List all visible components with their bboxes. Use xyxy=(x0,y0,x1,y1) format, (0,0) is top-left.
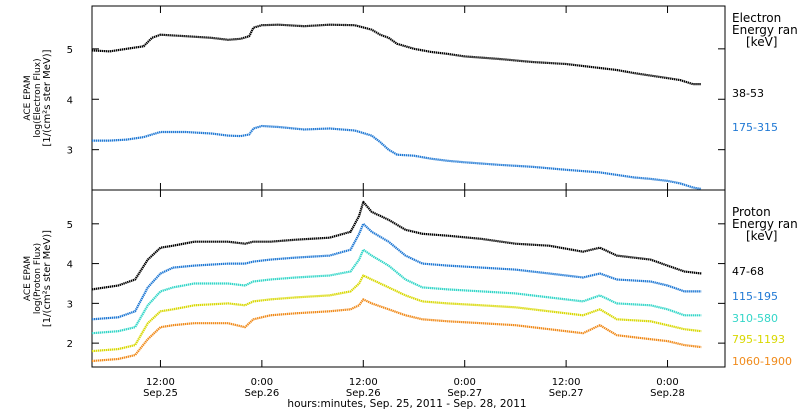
x-tick-time-3: 0:00 xyxy=(453,377,475,388)
y-tick-label-1-3: 5 xyxy=(67,220,73,231)
legend-entry-0-1: 175-315 xyxy=(732,121,778,134)
series-line-1-0 xyxy=(91,200,702,291)
legend-title-1-1: Energy ran xyxy=(732,217,798,231)
y-tick-label-1-1: 3 xyxy=(67,299,73,310)
y-axis-label-1-1: log(Proton Flux) xyxy=(33,243,43,314)
series-line-0-0 xyxy=(91,23,702,86)
series-line-1-3 xyxy=(91,274,702,353)
legend-title-1-2: [keV] xyxy=(746,229,777,243)
legend-entry-1-1: 115-195 xyxy=(732,290,778,303)
x-tick-date-0: Sep.25 xyxy=(143,388,178,399)
y-axis-label-1-0: ACE EPAM xyxy=(23,256,33,301)
x-tick-time-1: 0:00 xyxy=(251,377,273,388)
x-tick-time-0: 12:00 xyxy=(146,377,175,388)
series-line-1-4 xyxy=(91,298,702,363)
series-line-1-2 xyxy=(91,248,702,335)
y-axis-label-0-1: log(Electron Flux) xyxy=(33,58,43,137)
legend-entry-1-4: 1060-1900 xyxy=(732,355,792,368)
series-line-1-1 xyxy=(91,222,702,321)
electron-panel: 3 4 5 ACE EPAM log(Electron Flux) [1/(cm²s st… xyxy=(23,5,798,191)
x-axis-label: hours:minutes, Sep. 25, 2011 - Sep. 28, … xyxy=(287,398,526,410)
legend-entry-1-2: 310-580 xyxy=(732,312,778,325)
series-line-0-1 xyxy=(92,124,702,191)
x-tick-date-4: Sep.27 xyxy=(549,388,584,399)
x-tick-time-4: 12:00 xyxy=(552,377,581,388)
plot-frame-1 xyxy=(91,189,726,368)
x-tick-time-5: 0:00 xyxy=(656,377,678,388)
legend-title-0-0: Electron xyxy=(732,11,781,25)
legend-entry-0-0: 38-53 xyxy=(732,87,764,100)
y-axis-label-0-2: [1/(cm²s ster MeV)] xyxy=(42,49,53,146)
y-tick-label-1-0: 2 xyxy=(67,339,73,350)
legend-entry-1-0: 47-68 xyxy=(732,265,764,278)
x-tick-date-1: Sep.26 xyxy=(244,388,279,399)
legend-entry-1-3: 795-1193 xyxy=(732,333,785,346)
legend-title-1-0: Proton xyxy=(732,205,771,219)
y-tick-label-0-0: 3 xyxy=(67,146,73,157)
x-tick-date-2: Sep.26 xyxy=(346,388,381,399)
x-tick-time-2: 12:00 xyxy=(349,377,378,388)
legend-title-0-2: [keV] xyxy=(746,35,777,49)
legend-title-0-1: Energy ran xyxy=(732,23,798,37)
y-axis-label-1-2: [1/(cm²s ster MeV)] xyxy=(42,230,53,327)
x-tick-date-5: Sep.28 xyxy=(650,388,685,399)
x-tick-date-3: Sep.27 xyxy=(447,388,482,399)
y-tick-label-0-1: 4 xyxy=(67,95,73,106)
plot-frame-0 xyxy=(91,5,726,191)
y-tick-label-0-2: 5 xyxy=(67,45,73,56)
y-axis-label-0-0: ACE EPAM xyxy=(23,75,33,120)
y-tick-label-1-2: 4 xyxy=(67,260,73,271)
proton-panel: 234512:00Sep.250:00Sep.2612:00Sep.260:00… xyxy=(23,189,798,399)
